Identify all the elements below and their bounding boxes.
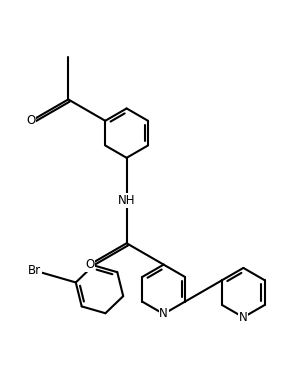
Text: N: N [159,307,168,321]
Text: O: O [85,258,94,271]
Text: O: O [27,114,36,127]
Text: Br: Br [28,264,41,277]
Text: N: N [239,311,248,324]
Text: NH: NH [118,194,135,207]
